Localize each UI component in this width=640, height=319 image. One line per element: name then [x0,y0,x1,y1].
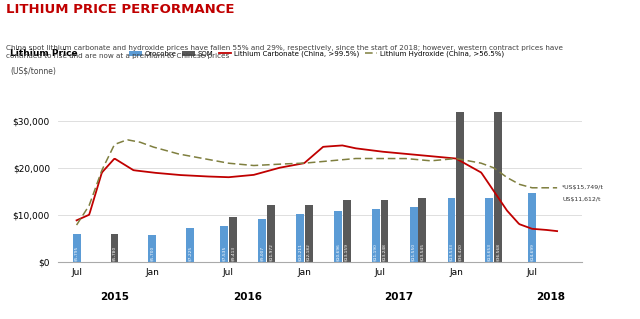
Bar [447,198,456,262]
Bar [494,90,502,262]
Text: 2015: 2015 [100,292,129,302]
Bar [486,197,493,262]
Text: $7,535: $7,535 [222,246,226,261]
Legend: Orocobre, SQM, Lithium Carbonate (China, >99.5%), Lithium Hydroxide (China, >56.: Orocobre, SQM, Lithium Carbonate (China,… [129,51,504,57]
Text: $14,699: $14,699 [530,243,534,261]
Text: $10,211: $10,211 [298,243,301,261]
Text: $11,550: $11,550 [412,243,415,261]
Bar [229,218,237,262]
Text: $5,795: $5,795 [75,246,79,261]
Bar [410,207,417,262]
Text: 2018: 2018 [536,292,565,302]
Bar [528,193,536,262]
Text: $36,568: $36,568 [496,243,500,261]
Text: (US$/tonne): (US$/tonne) [10,67,56,76]
Bar [267,205,275,262]
Bar [419,198,426,262]
Text: $13,533: $13,533 [449,243,454,261]
Text: $13,159: $13,159 [344,243,349,261]
Bar [186,228,195,262]
Text: $5,780: $5,780 [113,246,116,261]
Text: $13,545: $13,545 [420,243,424,261]
Text: 2017: 2017 [385,292,413,302]
Text: $11,972: $11,972 [269,243,273,261]
Text: 2016: 2016 [233,292,262,302]
Bar [305,204,312,262]
Bar [148,235,156,262]
Text: $10,696: $10,696 [336,243,340,261]
Text: Lithium Price: Lithium Price [10,49,78,58]
Bar [296,214,304,262]
Text: $9,413: $9,413 [231,246,235,261]
Text: $5,700: $5,700 [150,246,154,261]
Bar [258,219,266,262]
Text: US$11,612/t: US$11,612/t [562,197,601,202]
Bar [381,199,388,262]
Text: $13,653: $13,653 [488,243,492,261]
Text: $36,420: $36,420 [458,243,462,261]
Text: $13,248: $13,248 [383,243,387,261]
Text: $12,182: $12,182 [307,243,310,261]
Bar [372,209,380,262]
Text: LITHIUM PRICE PERFORMANCE: LITHIUM PRICE PERFORMANCE [6,3,235,16]
Text: *US$15,749/t: *US$15,749/t [562,185,604,190]
Text: $7,225: $7,225 [188,246,193,261]
Bar [72,234,81,262]
Bar [220,226,228,262]
Bar [111,234,118,262]
Text: China spot lithium carbonate and hydroxide prices have fallen 55% and 29%, respe: China spot lithium carbonate and hydroxi… [6,45,563,59]
Text: $9,007: $9,007 [260,246,264,261]
Text: $11,190: $11,190 [374,243,378,261]
Bar [456,91,465,262]
Bar [333,211,342,262]
Bar [342,200,351,262]
